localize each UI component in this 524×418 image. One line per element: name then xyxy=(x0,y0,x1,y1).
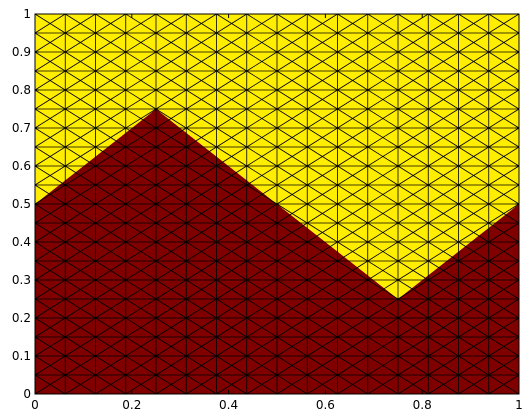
x-tick-label: 0.8 xyxy=(413,398,432,412)
y-tick-label: 1 xyxy=(23,7,31,21)
y-tick-label: 0.9 xyxy=(12,45,31,59)
y-tick-label: 0.3 xyxy=(12,273,31,287)
mesh-diagonals-down xyxy=(34,13,520,395)
y-tick-label: 0.4 xyxy=(12,235,31,249)
y-tick-label: 0.7 xyxy=(12,121,31,135)
y-tick-label: 0.5 xyxy=(12,197,31,211)
y-tick-label: 0.1 xyxy=(12,349,31,363)
x-tick-label: 0.6 xyxy=(316,398,335,412)
axes-layer: 0 0.2 0.4 0.6 0.8 1 0 0.1 0.2 0.3 0.4 0.5 0.6 0.7 0.8 0… xyxy=(12,7,523,412)
y-tick-label: 0.8 xyxy=(12,83,31,97)
y-tick-label: 0.6 xyxy=(12,159,31,173)
y-tick-label: 0 xyxy=(23,387,31,401)
y-tick-label: 0.2 xyxy=(12,311,31,325)
x-tick-label: 1 xyxy=(515,398,523,412)
x-tick-label: 0.4 xyxy=(219,398,238,412)
x-tick-label: 0 xyxy=(31,398,39,412)
x-tick-label: 0.2 xyxy=(122,398,141,412)
mesh-layer xyxy=(34,13,520,395)
